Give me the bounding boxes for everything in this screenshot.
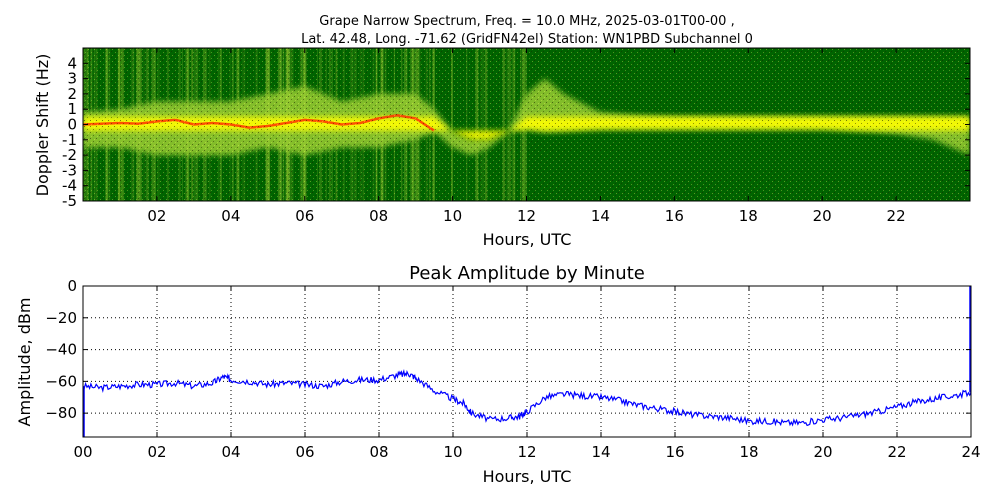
- amplitude-x-tick-label: 20: [813, 443, 832, 461]
- amplitude-y-tick-label: −40: [45, 341, 77, 359]
- spectrum-x-label: Hours, UTC: [483, 230, 572, 249]
- spectrum-y-tick-label: -3: [62, 161, 77, 179]
- spectrum-x-tick-label: 04: [221, 207, 240, 225]
- spectrum-x-tick-label: 10: [443, 207, 462, 225]
- spectrum-x-tick-label: 18: [739, 207, 758, 225]
- spectrum-y-tick-label: 2: [67, 85, 77, 103]
- spectrum-x-tick-label: 06: [295, 207, 314, 225]
- amplitude-x-tick-label: 16: [665, 443, 684, 461]
- spectrum-x-tick-label: 22: [887, 207, 906, 225]
- amplitude-title: Peak Amplitude by Minute: [409, 263, 645, 284]
- spectrum-y-tick-label: 0: [67, 116, 77, 134]
- amplitude-series-line: [83, 369, 971, 427]
- spectrum-heatmap: [83, 48, 970, 201]
- spectrum-title-line2: Lat. 42.48, Long. -71.62 (GridFN42el) St…: [301, 32, 753, 47]
- amplitude-x-tick-label: 14: [591, 443, 610, 461]
- amplitude-y-tick-label: −20: [45, 309, 77, 327]
- amplitude-x-tick-label: 22: [887, 443, 906, 461]
- spectrum-y-tick-label: -5: [62, 192, 77, 210]
- spectrum-y-tick-label: -4: [62, 177, 77, 195]
- spectrum-title-line1: Grape Narrow Spectrum, Freq. = 10.0 MHz,…: [319, 14, 734, 29]
- amplitude-x-tick-label: 02: [147, 443, 166, 461]
- spectrum-y-tick-label: -2: [62, 146, 77, 164]
- spectrum-x-tick-label: 16: [665, 207, 684, 225]
- amplitude-x-ticks: 00 02 04 06 08 10 12 14 16 18 20 22 24: [73, 286, 981, 461]
- spectrum-y-label: Doppler Shift (Hz): [33, 54, 52, 197]
- spectrum-y-tick-label: 1: [67, 100, 77, 118]
- spectrum-x-ticks: 02 04 06 08 10 12 14 16 18 20 22: [147, 48, 906, 225]
- spectrum-x-tick-label: 14: [591, 207, 610, 225]
- spectrum-noise-texture: [83, 48, 970, 201]
- amplitude-x-tick-label: 00: [73, 443, 92, 461]
- amplitude-x-tick-label: 08: [369, 443, 388, 461]
- spectrum-x-tick-label: 12: [517, 207, 536, 225]
- spectrum-x-tick-label: 08: [369, 207, 388, 225]
- amplitude-y-ticks: 0 −20 −40 −60 −80: [45, 277, 971, 422]
- amplitude-x-tick-label: 18: [739, 443, 758, 461]
- amplitude-x-tick-label: 24: [961, 443, 980, 461]
- amplitude-y-tick-label: −60: [45, 372, 77, 390]
- amplitude-x-tick-label: 10: [443, 443, 462, 461]
- amplitude-y-label: Amplitude, dBm: [15, 298, 34, 427]
- amplitude-y-tick-label: 0: [67, 277, 77, 295]
- spectrum-x-tick-label: 20: [813, 207, 832, 225]
- amplitude-x-label: Hours, UTC: [483, 467, 572, 486]
- amplitude-x-tick-label: 04: [221, 443, 240, 461]
- spectrum-y-tick-label: 3: [67, 70, 77, 88]
- amplitude-x-tick-label: 12: [517, 443, 536, 461]
- amplitude-x-tick-label: 06: [295, 443, 314, 461]
- amplitude-y-tick-label: −80: [45, 404, 77, 422]
- spectrum-x-tick-label: 02: [147, 207, 166, 225]
- spectrum-y-tick-label: 4: [67, 54, 77, 72]
- spectrum-y-tick-label: -1: [62, 131, 77, 149]
